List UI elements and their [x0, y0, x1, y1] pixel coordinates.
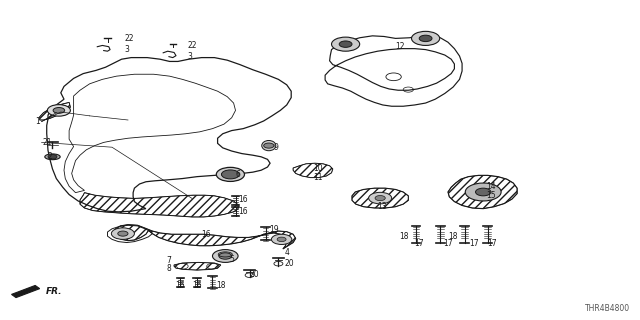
- Text: 16: 16: [192, 281, 202, 290]
- Circle shape: [47, 105, 70, 116]
- Circle shape: [221, 170, 239, 179]
- Text: 12: 12: [396, 42, 405, 51]
- Text: 4: 4: [285, 248, 290, 257]
- Circle shape: [118, 231, 128, 236]
- Text: 20: 20: [250, 270, 259, 279]
- Circle shape: [375, 196, 385, 201]
- Text: 3: 3: [188, 52, 193, 61]
- Text: 22: 22: [125, 34, 134, 43]
- Text: 16: 16: [238, 196, 248, 204]
- Text: 3: 3: [125, 45, 130, 54]
- Text: 8: 8: [167, 264, 172, 273]
- Text: 11: 11: [314, 173, 323, 182]
- Text: 9: 9: [274, 143, 279, 152]
- Text: 2: 2: [48, 152, 52, 161]
- Circle shape: [212, 250, 238, 262]
- Circle shape: [332, 37, 360, 51]
- Circle shape: [264, 143, 274, 148]
- Circle shape: [465, 183, 501, 201]
- Text: 10: 10: [314, 164, 323, 173]
- Text: 16: 16: [238, 207, 248, 216]
- Text: THR4B4800: THR4B4800: [585, 304, 630, 313]
- Text: 7: 7: [166, 256, 172, 265]
- Text: 17: 17: [414, 239, 424, 248]
- Text: 6: 6: [236, 170, 241, 179]
- Text: 14: 14: [486, 182, 496, 191]
- Text: 16: 16: [175, 281, 186, 290]
- Circle shape: [271, 234, 292, 244]
- Text: 21: 21: [43, 138, 52, 147]
- Text: 17: 17: [443, 239, 453, 248]
- Text: 18: 18: [399, 232, 408, 241]
- Text: 16: 16: [202, 230, 211, 239]
- Ellipse shape: [262, 140, 276, 151]
- Text: FR.: FR.: [46, 287, 63, 296]
- Circle shape: [53, 108, 65, 113]
- Text: 18: 18: [216, 281, 226, 290]
- Text: 13: 13: [378, 202, 387, 211]
- Circle shape: [277, 237, 286, 242]
- Text: 15: 15: [486, 191, 496, 200]
- Text: 5: 5: [229, 255, 234, 264]
- Ellipse shape: [45, 154, 60, 160]
- Text: 1: 1: [35, 117, 40, 126]
- Text: 17: 17: [486, 239, 497, 248]
- Circle shape: [216, 167, 244, 181]
- Circle shape: [48, 155, 57, 159]
- Circle shape: [419, 35, 432, 42]
- Text: 17: 17: [468, 239, 479, 248]
- Circle shape: [339, 41, 352, 47]
- Text: 19: 19: [269, 225, 278, 234]
- Text: 22: 22: [188, 41, 197, 50]
- Circle shape: [111, 228, 134, 239]
- Circle shape: [369, 192, 392, 204]
- Circle shape: [219, 253, 232, 259]
- Text: 20: 20: [285, 259, 294, 268]
- Text: 18: 18: [448, 232, 458, 241]
- Polygon shape: [12, 285, 40, 298]
- Circle shape: [476, 188, 491, 196]
- Circle shape: [412, 31, 440, 45]
